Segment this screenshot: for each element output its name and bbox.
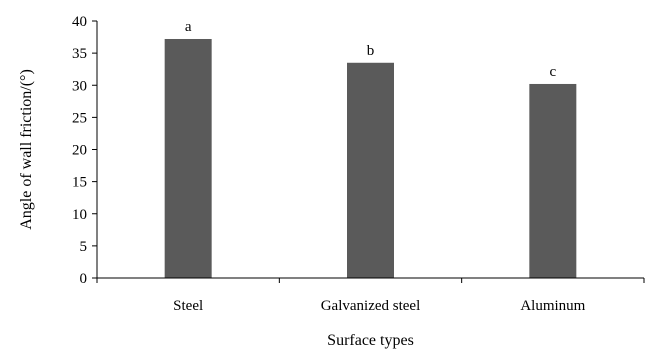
y-tick-label: 35 <box>72 46 87 62</box>
x-category-label: Galvanized steel <box>321 298 421 314</box>
bar <box>529 83 577 278</box>
bar <box>347 62 394 279</box>
bar-data-label: a <box>185 19 192 35</box>
bars <box>164 38 577 279</box>
x-category-label: Aluminum <box>520 298 585 314</box>
y-tick-label: 0 <box>80 271 88 287</box>
y-axis-title: Angle of wall friction/(°) <box>18 69 35 230</box>
bar-data-label: b <box>367 43 375 59</box>
y-tick-label: 30 <box>72 78 87 94</box>
y-axis-ticks: 0 5 10 15 20 25 30 35 40 <box>72 14 97 287</box>
bar-data-label: c <box>549 64 556 80</box>
y-tick-label: 25 <box>72 110 87 126</box>
y-tick-label: 10 <box>72 207 87 223</box>
y-tick-label: 40 <box>72 14 87 30</box>
x-axis-categories: Steel Galvanized steel Aluminum <box>96 278 645 314</box>
y-tick-label: 20 <box>72 143 87 159</box>
x-axis-title: Surface types <box>327 332 414 349</box>
data-labels: a b c <box>185 19 557 80</box>
bar <box>164 38 212 278</box>
y-tick-label: 15 <box>72 175 87 191</box>
x-category-label: Steel <box>173 298 203 314</box>
y-tick-label: 5 <box>80 239 88 255</box>
